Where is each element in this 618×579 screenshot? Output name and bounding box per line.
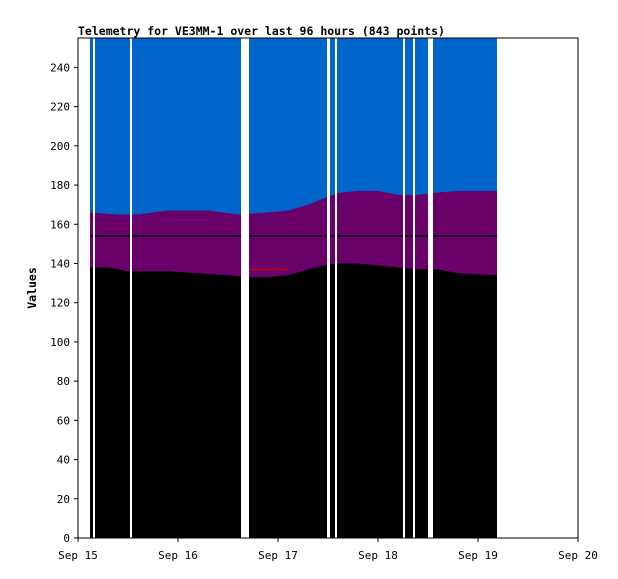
- data-gap-6: [413, 38, 415, 538]
- y-tick-label: 140: [50, 257, 70, 270]
- data-gap-3: [327, 38, 330, 538]
- x-tick-label: Sep 16: [158, 549, 198, 562]
- y-tick-label: 20: [57, 493, 70, 506]
- data-gap-5: [403, 38, 405, 538]
- x-tick-label: Sep 19: [458, 549, 498, 562]
- y-tick-label: 40: [57, 454, 70, 467]
- data-gap-4: [335, 38, 337, 538]
- data-gap-7: [428, 38, 433, 538]
- x-tick-label: Sep 15: [58, 549, 98, 562]
- x-tick-label: Sep 18: [358, 549, 398, 562]
- y-tick-label: 200: [50, 140, 70, 153]
- data-gap-1: [130, 38, 132, 538]
- y-tick-label: 120: [50, 297, 70, 310]
- x-tick-label: Sep 20: [558, 549, 598, 562]
- y-tick-label: 160: [50, 218, 70, 231]
- y-tick-label: 220: [50, 101, 70, 114]
- series-2-area: [90, 263, 497, 538]
- plot-area: [90, 38, 497, 538]
- data-gap-2: [241, 38, 249, 538]
- y-tick-label: 180: [50, 179, 70, 192]
- y-tick-label: 100: [50, 336, 70, 349]
- data-gap-0: [93, 38, 95, 538]
- y-axis-label: Values: [25, 267, 39, 309]
- x-tick-label: Sep 17: [258, 549, 298, 562]
- chart-title: Telemetry for VE3MM-1 over last 96 hours…: [78, 24, 445, 38]
- y-tick-label: 60: [57, 414, 70, 427]
- y-tick-label: 80: [57, 375, 70, 388]
- plot-frame: [77, 37, 579, 539]
- y-tick-label: 240: [50, 61, 70, 74]
- y-tick-label: 0: [63, 532, 70, 545]
- axes: 0 20 40 60 80 100 120 140 160 180 200 220 240 Sep 15 S…: [50, 37, 598, 562]
